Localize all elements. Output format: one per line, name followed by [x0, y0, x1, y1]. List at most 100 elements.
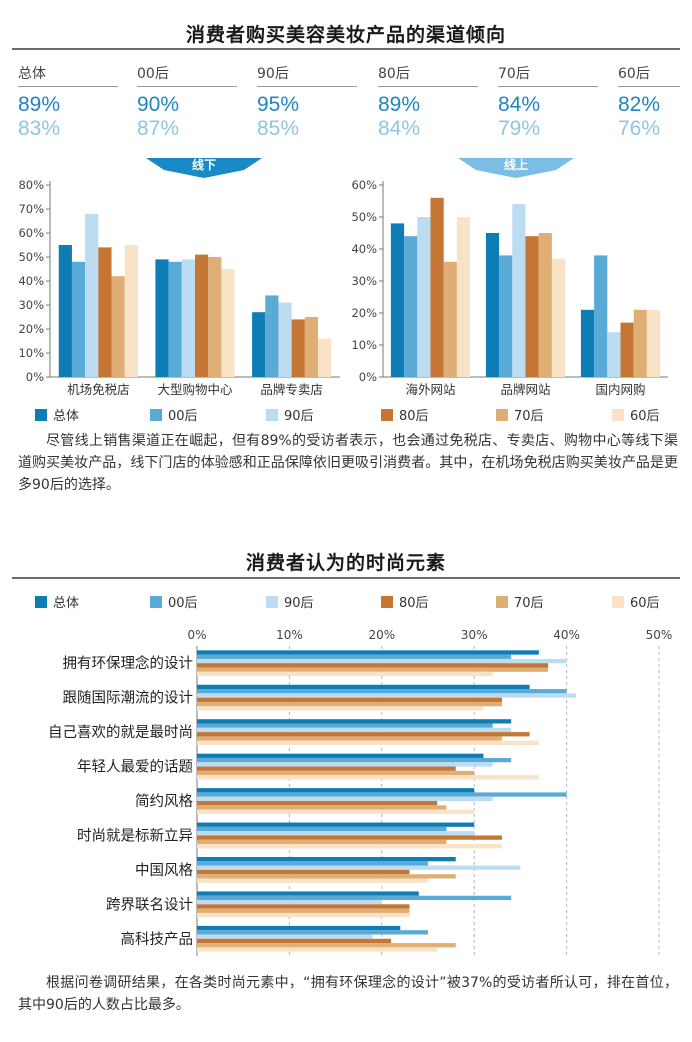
- fashion-bar: [197, 668, 548, 672]
- online-bar: [457, 217, 470, 377]
- fashion-bar: [197, 741, 539, 745]
- fashion-category-label: 自己喜欢的就是最时尚: [48, 724, 193, 741]
- fashion-category-label: 跟随国际潮流的设计: [63, 690, 194, 707]
- legend-item: 80后: [381, 592, 429, 611]
- fashion-bar: [197, 840, 446, 844]
- online-category-label: 海外网站: [405, 382, 455, 397]
- fashion-bar: [197, 775, 539, 779]
- offline-bar: [208, 257, 221, 377]
- offline-y-tick-label: 10%: [18, 346, 44, 360]
- offline-bar: [112, 276, 125, 377]
- offline-bar: [59, 245, 72, 377]
- fashion-bar: [197, 663, 548, 667]
- offline-y-tick-label: 40%: [18, 274, 44, 288]
- legend-item: 60后: [612, 592, 660, 611]
- offline-y-tick-label: 50%: [18, 250, 44, 264]
- offline-bar: [318, 339, 331, 377]
- fashion-bar: [197, 857, 456, 861]
- offline-bar: [98, 247, 111, 377]
- online-y-tick-label: 60%: [351, 178, 377, 192]
- fashion-bar: [197, 827, 446, 831]
- fashion-bar: [197, 896, 511, 900]
- fashion-category-label: 年轻人最爱的话题: [77, 759, 193, 776]
- legend-swatch: [150, 596, 162, 608]
- fashion-bar: [197, 732, 530, 736]
- fashion-bar: [197, 655, 511, 659]
- fashion-bar: [197, 762, 493, 766]
- legend-swatch: [612, 409, 624, 421]
- offline-bar: [72, 262, 85, 377]
- legend-label: 90后: [284, 409, 314, 424]
- fashion-bar: [197, 719, 511, 723]
- legend-label: 60后: [630, 409, 660, 424]
- legend-label: 00后: [168, 409, 198, 424]
- offline-y-tick-label: 20%: [18, 322, 44, 336]
- online-category-label: 国内网购: [595, 382, 645, 397]
- fashion-bar: [197, 788, 474, 792]
- fashion-x-tick-label: 50%: [646, 628, 673, 642]
- fashion-bar: [197, 728, 511, 732]
- offline-bar: [125, 245, 138, 377]
- offline-bar: [182, 259, 195, 377]
- fashion-x-tick-label: 10%: [276, 628, 303, 642]
- fashion-bar: [197, 909, 410, 913]
- legend-label: 总体: [53, 409, 79, 424]
- legend-swatch: [266, 596, 278, 608]
- fashion-bar: [197, 702, 502, 706]
- fashion-bar: [197, 797, 493, 801]
- legend-swatch: [381, 409, 393, 421]
- fashion-bar: [197, 659, 567, 663]
- offline-bar: [155, 259, 168, 377]
- legend-label: 80后: [399, 409, 429, 424]
- fashion-bar: [197, 754, 483, 758]
- online-y-tick-label: 50%: [351, 210, 377, 224]
- fashion-bar: [197, 926, 400, 930]
- fashion-bar: [197, 930, 428, 934]
- legend-item: 70后: [496, 405, 544, 424]
- fashion-x-tick-label: 20%: [368, 628, 395, 642]
- offline-bar: [195, 255, 208, 377]
- offline-y-tick-label: 30%: [18, 298, 44, 312]
- offline-bar: [169, 262, 182, 377]
- legend-item: 90后: [266, 405, 314, 424]
- online-bar: [552, 259, 565, 377]
- legend-label: 60后: [630, 596, 660, 611]
- fashion-bar: [197, 805, 446, 809]
- fashion-bar: [197, 698, 502, 702]
- online-bar: [594, 255, 607, 377]
- legend-swatch: [35, 596, 47, 608]
- fashion-bar: [197, 878, 428, 882]
- legend-swatch: [35, 409, 47, 421]
- offline-bar: [292, 319, 305, 377]
- online-bar: [431, 198, 444, 377]
- section2-title: 消费者认为的时尚元素: [0, 548, 692, 575]
- offline-y-tick-label: 70%: [18, 202, 44, 216]
- offline-y-tick-label: 80%: [18, 178, 44, 192]
- fashion-x-tick-label: 30%: [461, 628, 488, 642]
- offline-bar: [85, 214, 98, 377]
- fashion-bar: [197, 693, 576, 697]
- fashion-category-label: 高科技产品: [121, 931, 194, 948]
- channel-banner-label: 线上: [504, 157, 528, 172]
- legend-label: 90后: [284, 596, 314, 611]
- offline-y-tick-label: 60%: [18, 226, 44, 240]
- fashion-bar: [197, 870, 410, 874]
- legend-swatch: [612, 596, 624, 608]
- online-y-tick-label: 40%: [351, 242, 377, 256]
- online-bar: [634, 310, 647, 377]
- online-bar: [526, 236, 539, 377]
- online-bar: [581, 310, 594, 377]
- fashion-bar: [197, 844, 502, 848]
- fashion-bar: [197, 758, 511, 762]
- legend-item: 00后: [150, 405, 198, 424]
- legend-item: 00后: [150, 592, 198, 611]
- online-y-tick-label: 20%: [351, 306, 377, 320]
- fashion-bar: [197, 891, 419, 895]
- legend-swatch: [150, 409, 162, 421]
- legend-item: 70后: [496, 592, 544, 611]
- fashion-bar: [197, 947, 437, 951]
- fashion-bar: [197, 801, 437, 805]
- fashion-bar: [197, 913, 410, 917]
- legend-swatch: [381, 596, 393, 608]
